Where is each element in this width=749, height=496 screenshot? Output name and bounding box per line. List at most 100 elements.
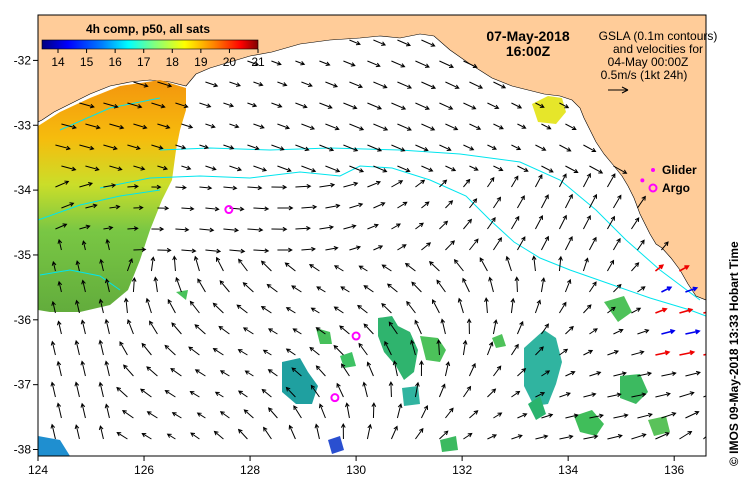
velocity-arrow [343, 60, 356, 67]
velocity-arrow [466, 318, 472, 335]
velocity-arrow [540, 277, 546, 293]
velocity-arrow [214, 391, 224, 398]
velocity-arrow [540, 194, 549, 209]
velocity-arrow [421, 201, 430, 209]
velocity-arrow [390, 425, 398, 440]
velocity-arrow [463, 385, 472, 398]
velocity-arrow [535, 346, 544, 356]
velocity-arrow [247, 227, 264, 233]
velocity-arrow [247, 144, 260, 151]
velocity-arrow [432, 298, 440, 314]
velocity-arrow [373, 123, 389, 131]
velocity-arrow [74, 339, 80, 356]
velocity-arrow [703, 436, 706, 440]
velocity-arrow [268, 328, 278, 335]
velocity-arrow [679, 265, 690, 272]
velocity-arrow [511, 434, 523, 440]
colorbar-tick-label: 16 [108, 55, 122, 69]
velocity-arrow [613, 165, 628, 174]
colorbar-title: 4h comp, p50, all sats [86, 22, 210, 36]
velocity-arrow [511, 390, 521, 398]
velocity-arrow [51, 260, 57, 272]
velocity-arrow [103, 144, 118, 151]
argo-float-marker [330, 393, 340, 403]
velocity-arrow [391, 180, 404, 188]
velocity-arrow [415, 179, 426, 188]
velocity-arrow [57, 280, 63, 293]
velocity-arrow [363, 323, 374, 335]
velocity-arrow [56, 360, 62, 377]
velocity-arrow [339, 325, 350, 335]
velocity-arrow [541, 413, 554, 419]
velocity-arrow [367, 102, 383, 110]
velocity-arrow [261, 388, 272, 398]
velocity-arrow [373, 202, 386, 209]
velocity-arrow [151, 184, 162, 190]
velocity-arrow [679, 430, 693, 440]
velocity-arrow [271, 102, 283, 108]
velocity-arrow [391, 102, 407, 110]
velocity-arrow [631, 433, 647, 440]
velocity-arrow [295, 226, 311, 231]
velocity-arrow [284, 262, 296, 272]
velocity-arrow [410, 339, 416, 356]
velocity-arrow [285, 386, 296, 398]
velocity-arrow [56, 320, 62, 335]
velocity-arrow [277, 247, 293, 253]
velocity-arrow [514, 276, 520, 293]
velocity-arrow [439, 102, 454, 110]
x-tick-label: 126 [134, 463, 154, 477]
gsla-line-4: 0.5m/s (1kt 24h) [601, 68, 688, 82]
credit-label: © IMOS 09-May-2018 13:33 Hobart Time [727, 241, 741, 466]
velocity-arrow [511, 144, 522, 151]
velocity-arrow [462, 339, 468, 356]
velocity-arrow [164, 389, 176, 398]
velocity-arrow [127, 184, 139, 189]
velocity-arrow [397, 39, 411, 47]
velocity-arrow [50, 340, 56, 356]
velocity-arrow [189, 391, 200, 398]
velocity-arrow [319, 102, 333, 109]
velocity-arrow [607, 350, 620, 356]
velocity-arrow [535, 434, 549, 440]
velocity-arrow [172, 255, 177, 272]
velocity-arrow [181, 123, 194, 129]
velocity-arrow [277, 81, 288, 87]
velocity-arrow [253, 123, 265, 129]
velocity-arrow [655, 432, 670, 440]
velocity-arrow [319, 60, 331, 67]
velocity-arrow [373, 39, 387, 46]
y-tick-label: -33 [14, 118, 32, 132]
velocity-arrow [414, 319, 422, 335]
glider-legend-label: Glider [662, 163, 697, 177]
velocity-arrow [103, 225, 114, 231]
velocity-arrow [589, 413, 604, 419]
velocity-arrow [517, 413, 528, 419]
velocity-arrow [229, 165, 242, 172]
velocity-arrow [421, 123, 436, 131]
velocity-arrow [105, 238, 111, 251]
velocity-arrow [421, 242, 432, 251]
velocity-arrow [583, 304, 592, 314]
velocity-arrow [229, 123, 240, 129]
velocity-arrow [583, 392, 597, 398]
velocity-arrow [314, 423, 320, 440]
velocity-arrow [637, 412, 653, 419]
velocity-arrow [75, 260, 81, 272]
velocity-arrow [319, 144, 335, 152]
velocity-arrow [109, 204, 121, 210]
velocity-arrow [79, 224, 91, 230]
colorbar-tick-label: 18 [166, 55, 180, 69]
velocity-arrow [223, 102, 235, 108]
velocity-arrow [565, 325, 574, 335]
velocity-arrow [469, 238, 479, 251]
velocity-arrow [271, 60, 282, 66]
velocity-arrow [541, 165, 554, 173]
velocity-arrow [212, 302, 224, 314]
velocity-arrow [336, 382, 344, 398]
sst-patch-head [532, 96, 566, 124]
velocity-arrow [181, 248, 197, 254]
velocity-arrow [349, 123, 365, 131]
velocity-arrow [98, 298, 104, 314]
argo-floats [224, 205, 361, 403]
